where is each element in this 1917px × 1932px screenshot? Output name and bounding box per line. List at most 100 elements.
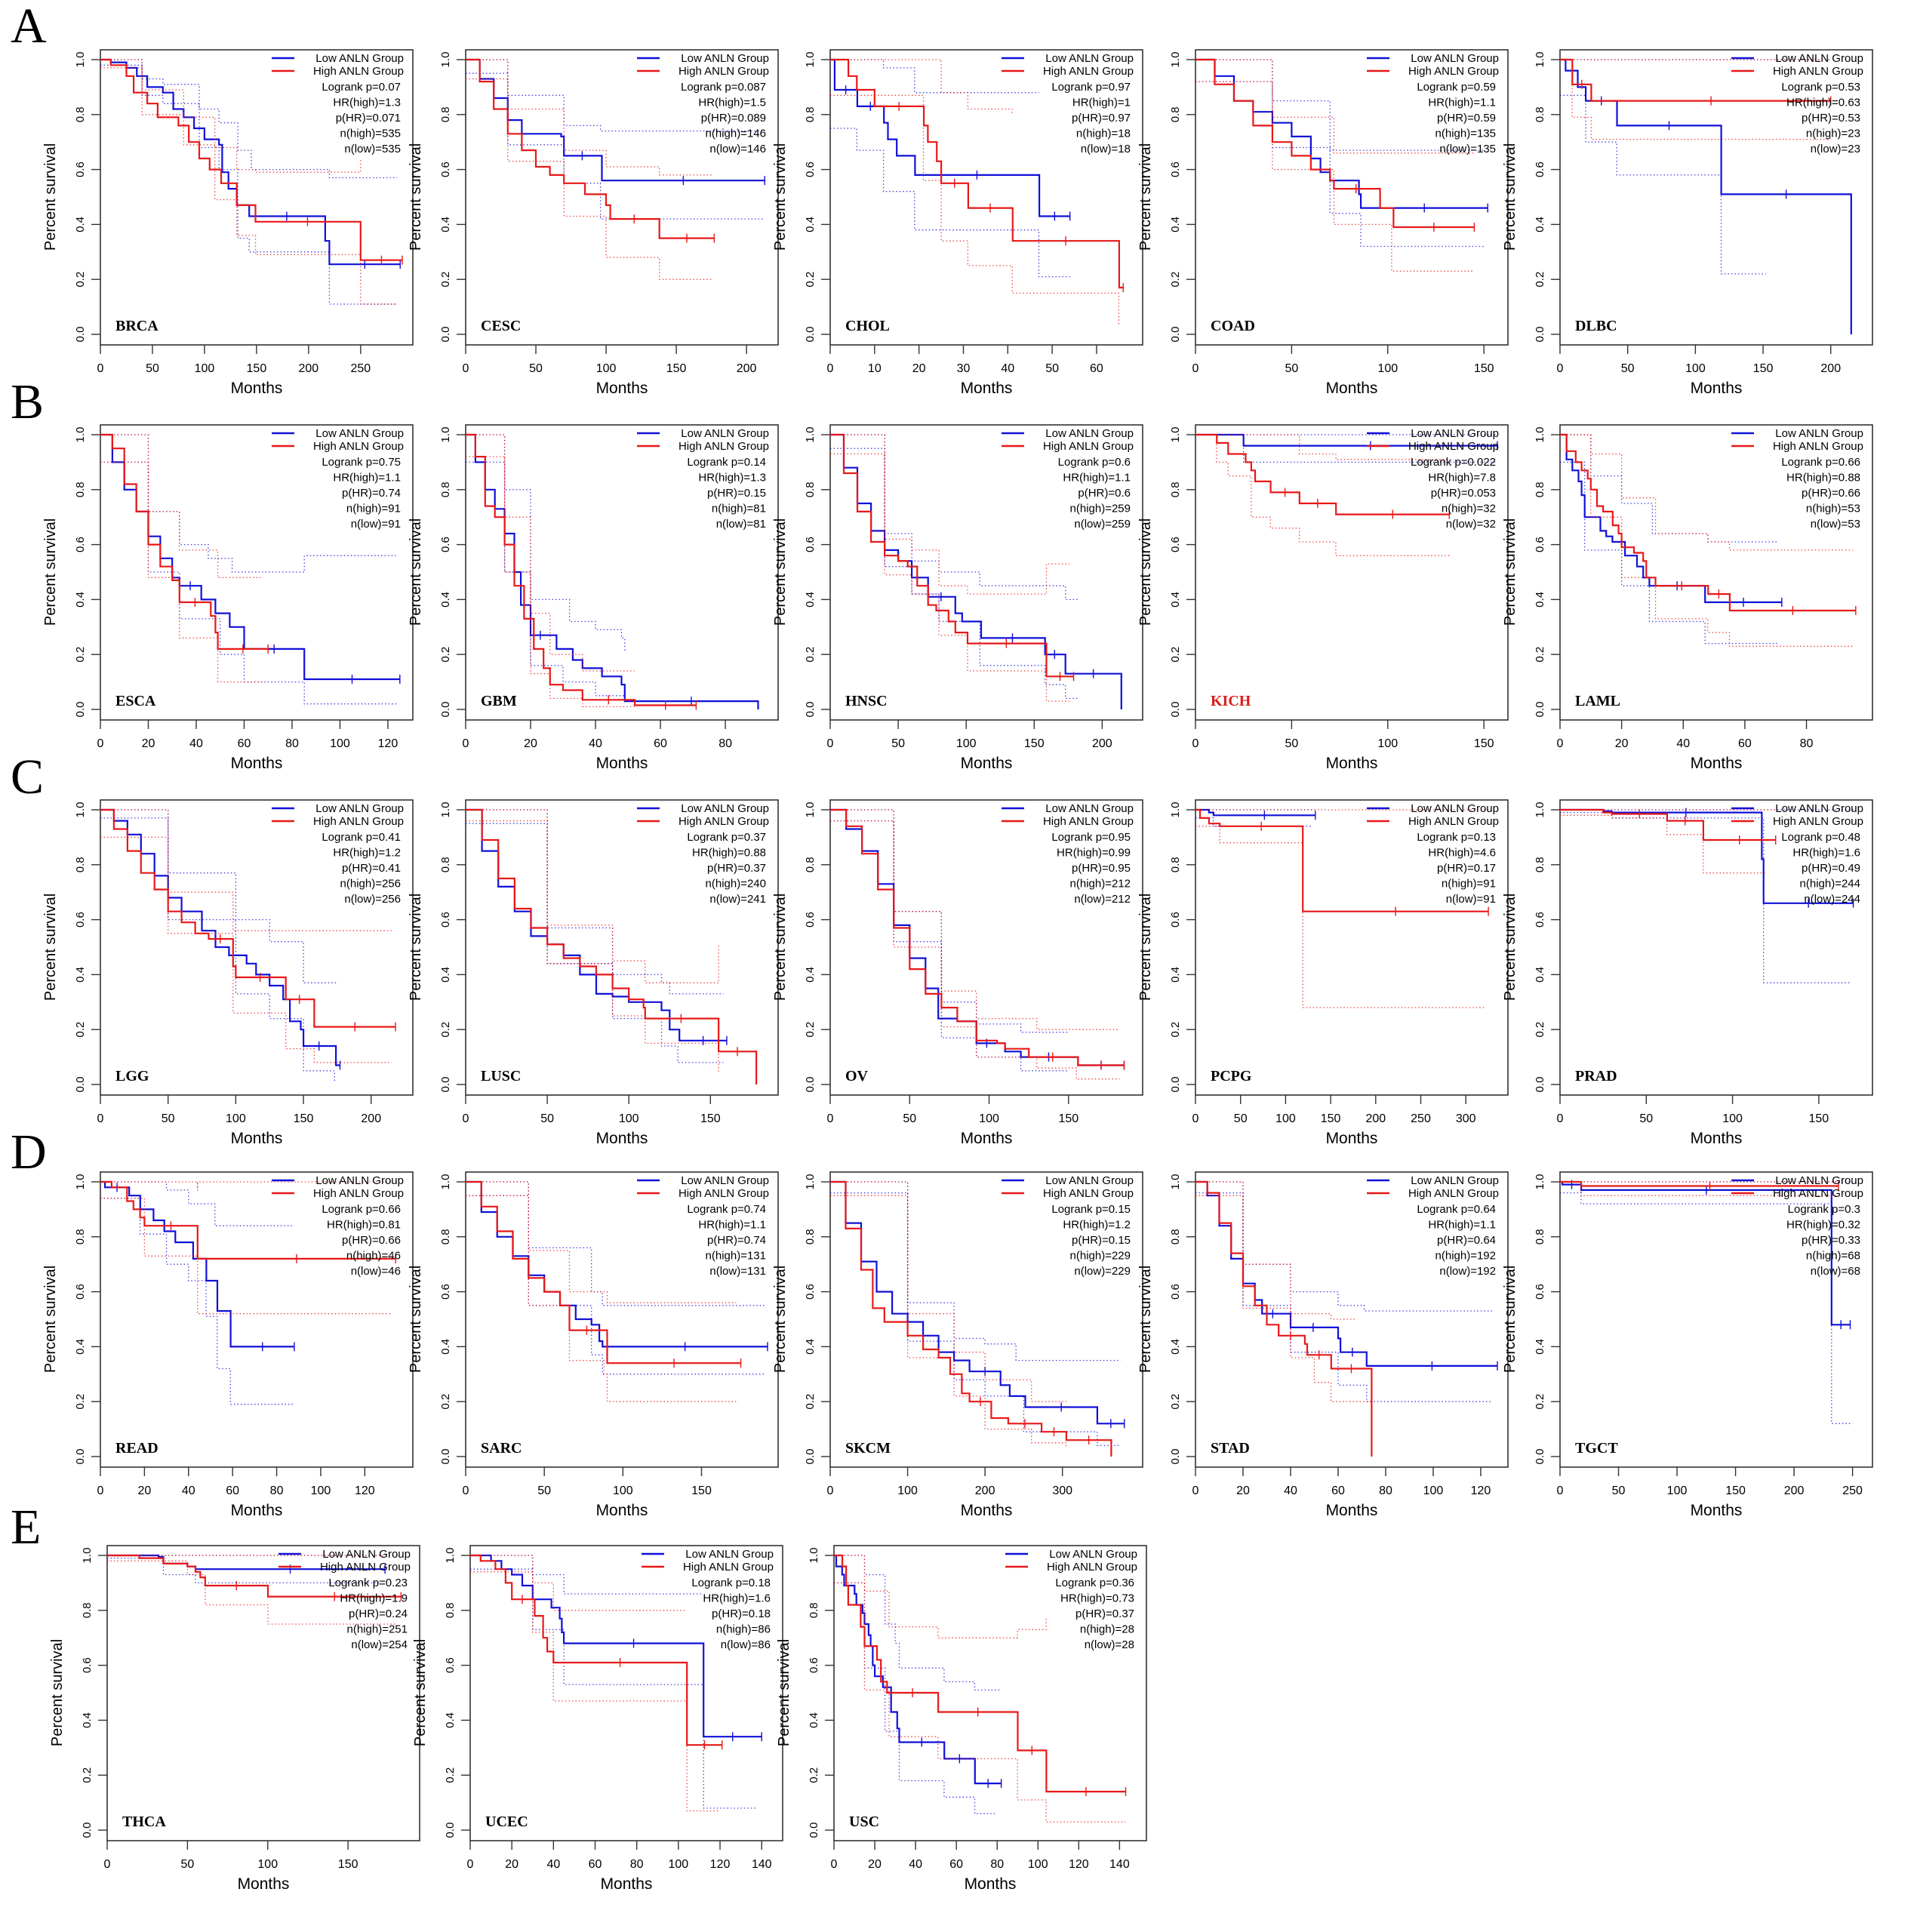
- stat-n-low: n(low)=23: [1811, 143, 1860, 155]
- ci-lower-high: [1560, 434, 1853, 647]
- x-tick-label: 0: [104, 1858, 111, 1871]
- km-panel-prad: 0.0 0.2 0.4 0.6 0.8 1.0 Percent survival 0 50 100…: [1502, 799, 1873, 1147]
- y-tick-label: 1.0: [444, 1548, 457, 1564]
- y-tick-label: 0.4: [81, 1712, 94, 1728]
- ci-lower-low: [1195, 817, 1313, 827]
- y-tick-label: 0.8: [1169, 857, 1182, 872]
- survival-curve-high: [1195, 808, 1489, 912]
- legend-label: Low ANLN Group: [1775, 427, 1863, 440]
- survival-curve-low: [100, 808, 340, 1066]
- y-axis-label: Percent survival: [772, 1266, 789, 1373]
- row-letter-d: D: [11, 1124, 47, 1180]
- x-tick-label: 0: [97, 1484, 104, 1497]
- legend-label: High ANLN Group: [1773, 440, 1863, 453]
- y-tick-label: 0.6: [1534, 162, 1546, 177]
- stat-n-high: n(high)=23: [1806, 128, 1860, 140]
- survival-curve-high: [466, 1180, 741, 1364]
- stat-logrank-p: Logrank p=0.13: [1417, 831, 1496, 844]
- x-tick-label: 60: [949, 1858, 963, 1871]
- x-tick-label: 20: [868, 1858, 882, 1871]
- cancer-type-label: ESCA: [115, 693, 156, 709]
- y-tick-label: 0.0: [74, 327, 87, 343]
- survival-curve-high: [1195, 1180, 1373, 1457]
- survival-curve-high: [830, 433, 1074, 678]
- y-tick-label: 1.0: [804, 802, 817, 818]
- x-tick-label: 20: [524, 737, 537, 750]
- ci-lower-low: [107, 1557, 380, 1584]
- stat-p-hr: p(HR)=0.53: [1802, 112, 1860, 125]
- x-tick-label: 40: [1001, 362, 1014, 375]
- stat-logrank-p: Logrank p=0.3: [1788, 1203, 1860, 1216]
- y-axis-label: Percent survival: [772, 894, 789, 1001]
- x-tick-label: 150: [1474, 737, 1494, 750]
- legend-label: High ANLN Group: [1408, 1187, 1499, 1200]
- legend-label: Low ANLN Group: [315, 1174, 404, 1187]
- x-tick-label: 0: [827, 1112, 834, 1125]
- x-tick-label: 200: [1784, 1484, 1805, 1497]
- x-tick-label: 0: [827, 1484, 834, 1497]
- plot-frame: [106, 1545, 420, 1841]
- stat-n-low: n(low)=53: [1811, 518, 1860, 531]
- x-tick-label: 100: [195, 362, 215, 375]
- ci-upper-high: [100, 59, 362, 173]
- stat-n-high: n(high)=251: [347, 1623, 408, 1636]
- legend-label: High ANLN Group: [678, 440, 769, 453]
- legend-label: High ANLN Group: [1773, 1187, 1863, 1200]
- cancer-type-label: BRCA: [115, 318, 158, 334]
- stat-n-low: n(low)=192: [1439, 1265, 1496, 1278]
- ci-upper-high: [1195, 434, 1450, 460]
- km-panel-thca: 0.0 0.2 0.4 0.6 0.8 1.0 Percent survival 0 50 100…: [49, 1545, 420, 1893]
- km-panel-dlbc: 0.0 0.2 0.4 0.6 0.8 1.0 Percent survival 0 50 100…: [1502, 49, 1873, 397]
- stat-p-hr: p(HR)=0.15: [1072, 1234, 1131, 1247]
- stat-logrank-p: Logrank p=0.14: [687, 456, 766, 469]
- stat-p-hr: p(HR)=0.95: [1072, 862, 1131, 875]
- y-axis-label: Percent survival: [1502, 894, 1519, 1001]
- y-tick-label: 1.0: [439, 52, 452, 68]
- x-axis-label: Months: [238, 1875, 290, 1893]
- km-panel-gbm: 0.0 0.2 0.4 0.6 0.8 1.0 Percent survival 0 20 40 6…: [408, 424, 779, 772]
- x-axis-label: Months: [1691, 1502, 1743, 1519]
- survival-curve-low: [830, 433, 1122, 709]
- stat-hr-high: HR(high)=1.3: [698, 472, 766, 485]
- x-tick-label: 100: [1685, 362, 1706, 375]
- survival-curve-high: [466, 808, 758, 1084]
- legend-label: High ANLN Group: [1043, 1187, 1134, 1200]
- x-tick-label: 100: [257, 1858, 278, 1871]
- x-tick-label: 0: [97, 737, 104, 750]
- y-tick-label: 0.2: [439, 1022, 452, 1038]
- y-tick-label: 0.2: [81, 1767, 94, 1783]
- x-tick-label: 0: [463, 1112, 469, 1125]
- x-tick-label: 50: [1045, 362, 1059, 375]
- y-tick-label: 1.0: [1169, 427, 1182, 443]
- km-panel-ov: 0.0 0.2 0.4 0.6 0.8 1.0 Percent survival 0 50 100…: [772, 799, 1143, 1147]
- y-tick-label: 0.8: [74, 857, 87, 872]
- ci-upper-low: [830, 1181, 1121, 1361]
- stat-p-hr: p(HR)=0.18: [712, 1607, 771, 1620]
- x-tick-label: 20: [912, 362, 926, 375]
- ci-upper-high: [830, 434, 1070, 595]
- y-tick-label: 0.2: [1169, 647, 1182, 663]
- stat-hr-high: HR(high)=1.6: [1792, 847, 1860, 860]
- y-tick-label: 0.2: [1534, 1022, 1546, 1038]
- y-tick-label: 1.0: [439, 1174, 452, 1190]
- survival-curve-low: [1195, 808, 1315, 817]
- y-tick-label: 0.4: [1534, 217, 1546, 232]
- legend-label: Low ANLN Group: [1045, 52, 1134, 65]
- y-tick-label: 0.0: [74, 1077, 87, 1093]
- stat-hr-high: HR(high)=1.2: [1063, 1219, 1131, 1232]
- x-axis-label: Months: [596, 1130, 648, 1147]
- cancer-type-label: LGG: [115, 1068, 149, 1084]
- x-tick-label: 40: [546, 1858, 560, 1871]
- x-tick-label: 20: [1236, 1484, 1250, 1497]
- x-tick-label: 150: [247, 362, 267, 375]
- x-tick-label: 100: [1275, 1112, 1296, 1125]
- y-tick-label: 0.6: [1169, 162, 1182, 177]
- x-tick-label: 80: [1379, 1484, 1392, 1497]
- ci-upper-high: [1195, 59, 1475, 154]
- x-tick-label: 300: [1456, 1112, 1476, 1125]
- x-tick-label: 30: [957, 362, 971, 375]
- x-tick-label: 250: [1411, 1112, 1431, 1125]
- x-tick-label: 0: [827, 362, 834, 375]
- y-tick-label: 0.2: [1534, 647, 1546, 663]
